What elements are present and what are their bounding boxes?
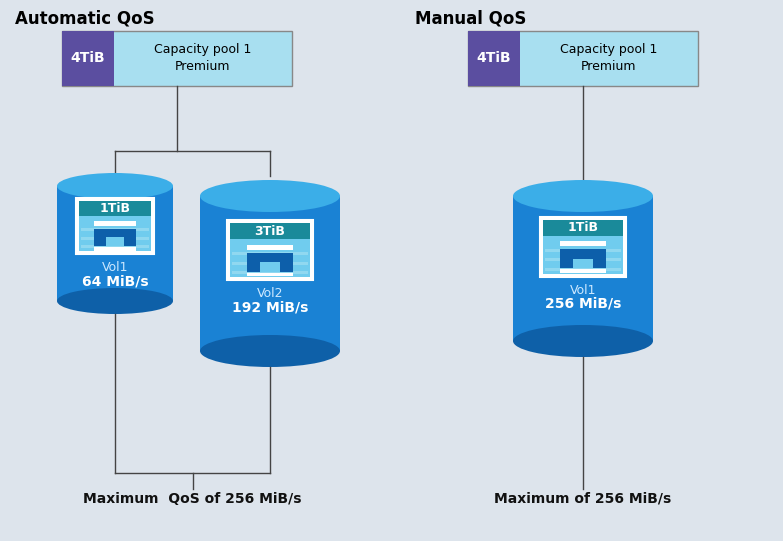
FancyBboxPatch shape (545, 258, 621, 261)
FancyBboxPatch shape (543, 220, 623, 236)
FancyBboxPatch shape (227, 220, 313, 280)
Text: 1TiB: 1TiB (568, 221, 598, 234)
FancyBboxPatch shape (232, 252, 308, 255)
Ellipse shape (200, 180, 340, 212)
Text: 64 MiB/s: 64 MiB/s (81, 274, 148, 288)
Polygon shape (57, 186, 74, 301)
FancyBboxPatch shape (76, 198, 154, 254)
FancyBboxPatch shape (543, 236, 623, 274)
FancyBboxPatch shape (540, 217, 626, 277)
FancyBboxPatch shape (62, 31, 292, 86)
FancyBboxPatch shape (468, 31, 520, 86)
FancyBboxPatch shape (79, 201, 151, 216)
FancyBboxPatch shape (260, 262, 280, 272)
Ellipse shape (57, 173, 173, 199)
Text: Capacity pool 1
Premium: Capacity pool 1 Premium (560, 43, 658, 74)
Text: Vol1: Vol1 (570, 283, 596, 297)
FancyBboxPatch shape (94, 229, 136, 246)
Text: 1TiB: 1TiB (99, 202, 131, 215)
FancyBboxPatch shape (560, 269, 606, 273)
Text: Maximum  QoS of 256 MiB/s: Maximum QoS of 256 MiB/s (83, 492, 301, 506)
Text: Automatic QoS: Automatic QoS (15, 9, 154, 27)
Ellipse shape (513, 325, 653, 357)
Polygon shape (200, 196, 221, 351)
Text: 256 MiB/s: 256 MiB/s (545, 297, 621, 311)
Text: 4TiB: 4TiB (70, 51, 105, 65)
Text: Capacity pool 1
Premium: Capacity pool 1 Premium (154, 43, 251, 74)
Polygon shape (513, 196, 534, 341)
FancyBboxPatch shape (232, 262, 308, 265)
FancyBboxPatch shape (81, 228, 149, 231)
Text: 4TiB: 4TiB (477, 51, 511, 65)
Polygon shape (200, 196, 340, 351)
Ellipse shape (57, 288, 173, 314)
FancyBboxPatch shape (230, 223, 310, 240)
FancyBboxPatch shape (79, 216, 151, 251)
Polygon shape (57, 186, 173, 301)
FancyBboxPatch shape (545, 249, 621, 252)
Text: Vol1: Vol1 (102, 261, 128, 274)
FancyBboxPatch shape (560, 249, 606, 268)
FancyBboxPatch shape (230, 240, 310, 277)
FancyBboxPatch shape (81, 246, 149, 248)
FancyBboxPatch shape (247, 253, 293, 272)
FancyBboxPatch shape (468, 31, 698, 86)
Polygon shape (513, 196, 653, 341)
FancyBboxPatch shape (560, 241, 606, 246)
Text: 3TiB: 3TiB (254, 225, 286, 238)
Text: Manual QoS: Manual QoS (415, 9, 526, 27)
FancyBboxPatch shape (247, 273, 293, 276)
FancyBboxPatch shape (81, 236, 149, 240)
FancyBboxPatch shape (545, 268, 621, 270)
FancyBboxPatch shape (94, 221, 136, 226)
Ellipse shape (200, 335, 340, 367)
FancyBboxPatch shape (94, 247, 136, 250)
FancyBboxPatch shape (62, 31, 114, 86)
FancyBboxPatch shape (232, 271, 308, 274)
FancyBboxPatch shape (106, 237, 124, 246)
Text: Vol2: Vol2 (257, 287, 283, 300)
FancyBboxPatch shape (573, 259, 594, 268)
Ellipse shape (513, 180, 653, 212)
FancyBboxPatch shape (247, 245, 293, 249)
Text: 192 MiB/s: 192 MiB/s (232, 300, 309, 314)
Text: Maximum of 256 MiB/s: Maximum of 256 MiB/s (494, 492, 672, 506)
